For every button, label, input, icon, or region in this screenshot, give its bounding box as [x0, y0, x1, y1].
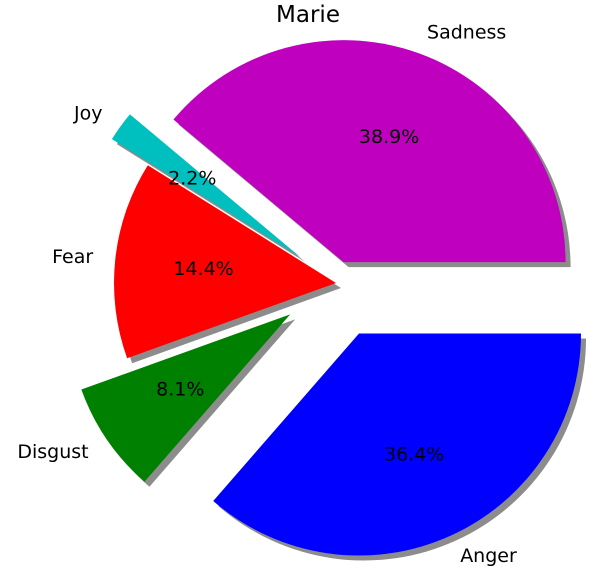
wedge-joy	[111, 114, 301, 257]
wedge-disgust	[81, 314, 291, 482]
chart-title: Marie	[276, 2, 340, 28]
slice-percent-anger: 36.4%	[384, 444, 444, 466]
slice-label-fear: Fear	[52, 246, 93, 268]
slice-label-joy: Joy	[73, 102, 102, 124]
wedge-sadness	[173, 40, 566, 263]
wedge-fear	[113, 165, 337, 359]
wedge-anger	[213, 333, 581, 556]
slice-percent-disgust: 8.1%	[156, 379, 204, 401]
slice-percent-fear: 14.4%	[173, 258, 233, 280]
slice-percent-joy: 2.2%	[168, 168, 216, 190]
slice-label-sadness: Sadness	[427, 22, 506, 44]
slice-percent-sadness: 38.9%	[359, 126, 419, 148]
slice-label-disgust: Disgust	[17, 441, 88, 463]
label-layer: Sadness 38.9% Joy 2.2% Fear 14.4% Disgust 8.1% A…	[17, 22, 517, 567]
wedge-layer	[81, 40, 581, 556]
slice-label-anger: Anger	[460, 545, 517, 567]
